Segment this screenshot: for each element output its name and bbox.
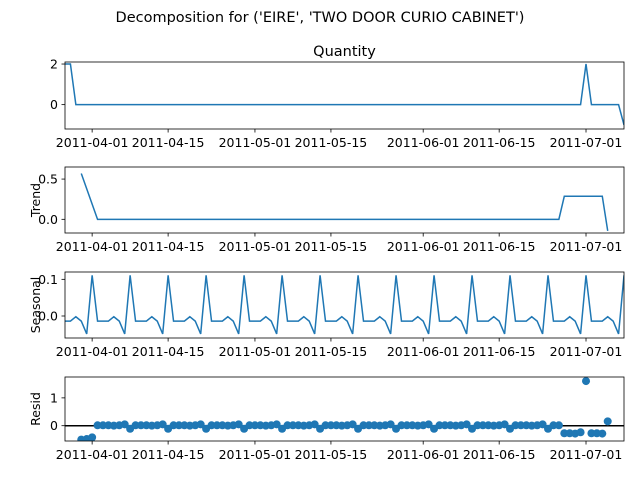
y-tick-label: 0.5 [38, 172, 58, 187]
x-tick-label: 2011-07-01 [550, 239, 623, 254]
x-tick-label: 2011-07-01 [550, 135, 623, 150]
figure-suptitle: Decomposition for ('EIRE', 'TWO DOOR CUR… [116, 10, 525, 26]
x-tick-label: 2011-04-15 [132, 344, 205, 359]
resid-point [603, 417, 612, 426]
x-tick-label: 2011-06-15 [463, 344, 536, 359]
x-tick-label: 2011-05-01 [219, 344, 292, 359]
series-observed [65, 63, 624, 126]
resid-point [576, 428, 585, 437]
panel-title: Quantity [313, 44, 376, 60]
resid-point [158, 420, 167, 429]
y-axis-label: Trend [28, 183, 43, 218]
series-line [65, 275, 624, 335]
y-axis-label: Seasonal [28, 277, 43, 334]
x-tick-label: 2011-04-01 [56, 239, 129, 254]
plot-frame [64, 166, 625, 234]
x-tick-label: 2011-05-01 [219, 135, 292, 150]
series-line [80, 173, 609, 231]
x-tick-label: 2011-06-15 [463, 135, 536, 150]
resid-point [538, 420, 547, 429]
x-tick-label: 2011-04-15 [132, 239, 205, 254]
plot-frame [64, 376, 625, 442]
x-tick-label: 2011-05-15 [295, 447, 368, 462]
y-axis-label: Resid [28, 392, 43, 426]
resid-point [554, 421, 563, 430]
x-tick-label: 2011-06-01 [387, 135, 460, 150]
plot-frame [64, 271, 625, 339]
y-tick-label: 1 [50, 390, 58, 405]
resid-point [462, 420, 471, 429]
resid-point [196, 420, 205, 429]
x-tick-label: 2011-07-01 [550, 447, 623, 462]
plot-frame [64, 61, 625, 130]
x-tick-label: 2011-06-01 [387, 447, 460, 462]
y-tick-label: 0.0 [38, 309, 58, 324]
series-trend [80, 173, 609, 231]
x-tick-label: 2011-04-01 [56, 135, 129, 150]
x-tick-label: 2011-04-01 [56, 344, 129, 359]
resid-point [88, 433, 97, 441]
y-tick-label: 0 [50, 97, 58, 112]
x-tick-label: 2011-06-15 [463, 447, 536, 462]
x-tick-label: 2011-05-15 [295, 344, 368, 359]
resid-point [582, 377, 591, 386]
x-tick-label: 2011-05-01 [219, 447, 292, 462]
y-tick-label: 0.0 [38, 212, 58, 227]
x-tick-label: 2011-04-15 [132, 135, 205, 150]
resid-point [386, 420, 395, 429]
resid-point [120, 420, 129, 429]
series-resid [77, 377, 612, 441]
resid-point [348, 420, 357, 429]
resid-point [598, 429, 607, 438]
series-line [65, 63, 624, 126]
resid-point [424, 420, 433, 429]
x-tick-label: 2011-06-15 [463, 239, 536, 254]
resid-point [272, 420, 281, 429]
x-tick-label: 2011-05-15 [295, 135, 368, 150]
resid-point [234, 420, 243, 429]
panel-observed: Quantity 0 2 2011-04-01 2011-04-15 2011-05-01… [50, 44, 625, 150]
y-tick-label: 0.1 [38, 272, 58, 287]
series-seasonal [65, 275, 624, 335]
x-tick-label: 2011-05-15 [295, 239, 368, 254]
x-tick-label: 2011-05-01 [219, 239, 292, 254]
resid-point [310, 420, 319, 429]
x-tick-label: 2011-04-01 [56, 447, 129, 462]
x-tick-label: 2011-06-01 [387, 239, 460, 254]
x-tick-label: 2011-07-01 [550, 344, 623, 359]
x-tick-label: 2011-04-15 [132, 447, 205, 462]
x-tick-label: 2011-06-01 [387, 344, 460, 359]
resid-point [500, 420, 509, 429]
y-tick-label: 0 [50, 418, 58, 433]
y-tick-label: 2 [50, 57, 58, 72]
